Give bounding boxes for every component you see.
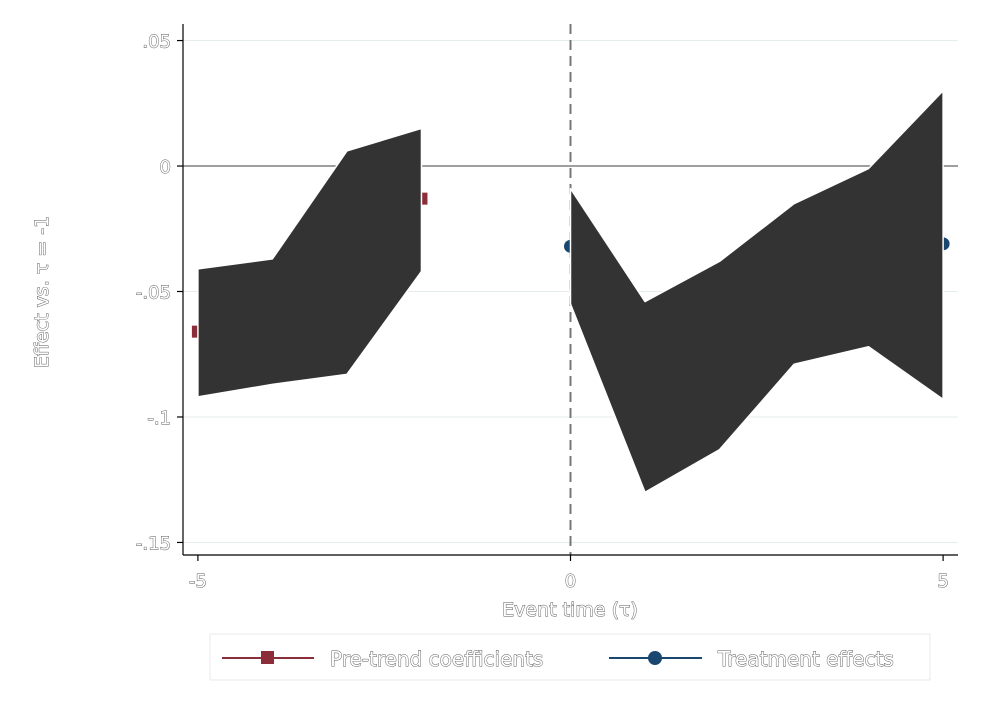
legend-label-pretrend: Pre-trend coefficients [330,647,543,671]
legend-item-pretrend: Pre-trend coefficients [222,647,544,671]
legend: Pre-trend coefficients Treatment effects [209,633,931,681]
legend-circle-marker [648,651,662,665]
legend-label-treatment: Treatment effects [717,647,894,671]
x-axis-title: Event time (τ) [502,599,638,621]
x-tick-label: -5 [189,571,207,592]
y-tick-label: 0 [160,157,171,178]
y-tick-label: -.05 [136,283,171,304]
legend-square-marker [261,651,274,664]
pretrend-confidence-band [197,127,423,398]
series-layer [191,89,950,494]
y-tick-label: -.1 [147,408,171,429]
axes [177,24,958,561]
y-tick-label: .05 [142,32,171,53]
treatment-confidence-band [569,89,944,494]
y-axis-title: Effect vs. τ = -1 [31,216,53,368]
x-tick-label: 0 [565,571,576,592]
legend-item-treatment: Treatment effects [609,647,894,671]
tick-labels: .05 0 -.05 -.1 -.15 -5 0 5 [135,31,949,592]
x-tick-label: 5 [937,571,948,592]
legend-box [209,633,931,681]
y-tick-label: -.15 [136,533,171,554]
